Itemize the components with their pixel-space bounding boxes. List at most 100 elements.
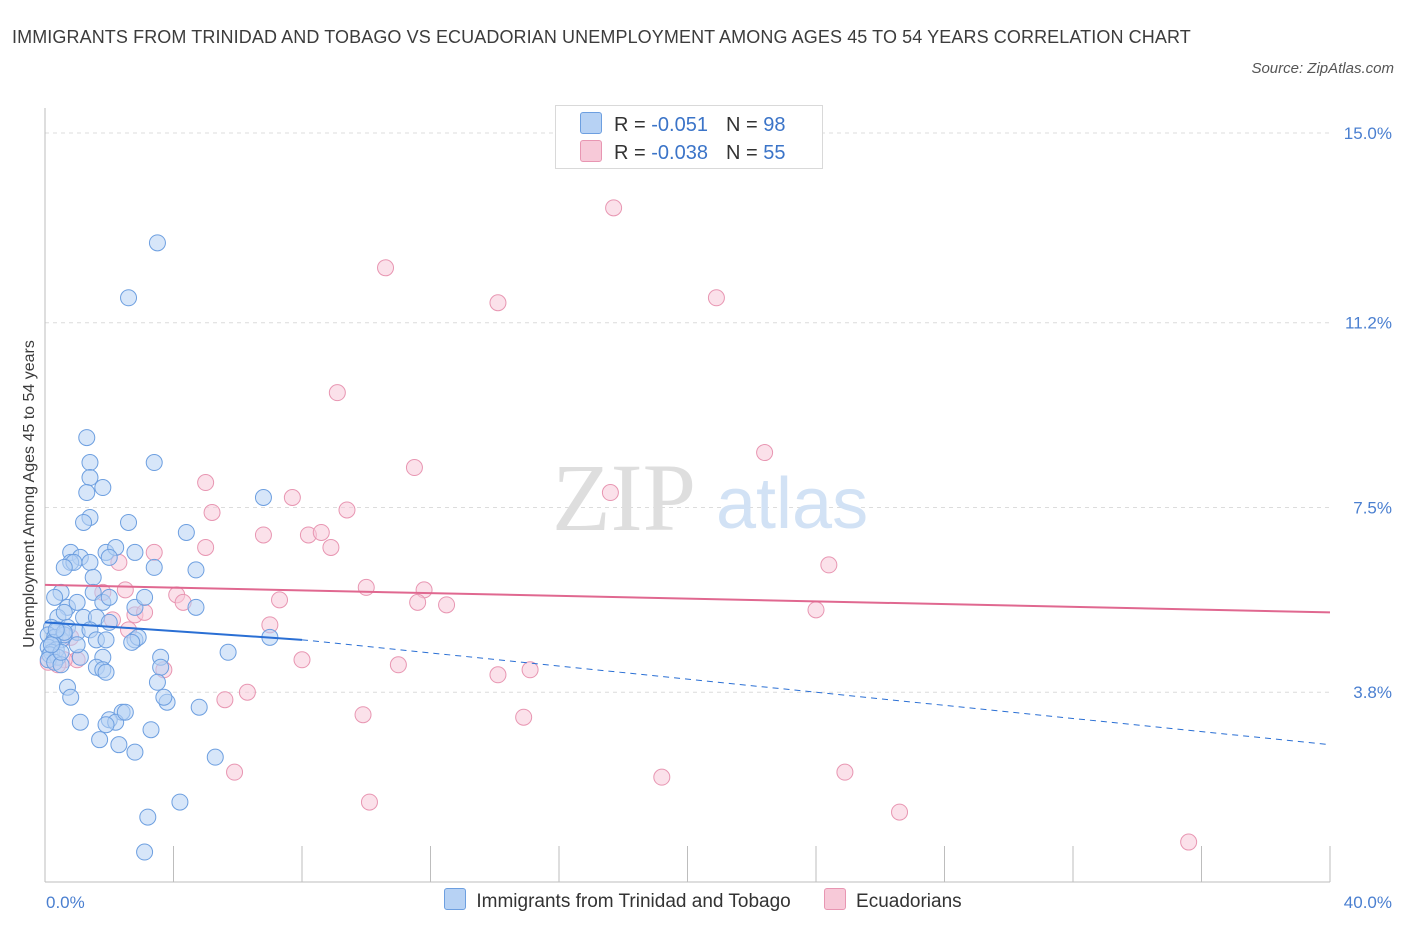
ecuadorian-point (354, 706, 372, 724)
legend-swatch-blue (444, 888, 467, 910)
axes (44, 108, 1331, 883)
trinidad-point (78, 429, 96, 447)
ecuadorian-point (116, 581, 134, 599)
trinidad-point (142, 721, 160, 739)
legend-item-trinidad: Immigrants from Trinidad and Tobago (444, 888, 791, 913)
y-tick-label: 11.2% (1345, 314, 1392, 333)
trinidad-point (46, 588, 64, 606)
ecuadorian-point (360, 793, 378, 811)
trend-lines (44, 583, 1331, 746)
r-label: R = (614, 142, 646, 164)
ecuadorian-point (226, 763, 244, 781)
ecuadorian-point (145, 543, 163, 561)
n-value: 55 (763, 142, 786, 164)
n-value: 98 (763, 114, 786, 136)
ecuadorian-point (216, 691, 234, 709)
ecuadorian-point (605, 199, 623, 217)
trinidad-point (219, 643, 237, 661)
ecuadorian-point (653, 768, 671, 786)
watermark-atlas: atlas (716, 464, 868, 544)
trinidad-point (206, 748, 224, 766)
ecuadorian-point (489, 666, 507, 684)
trinidad-point (148, 673, 166, 691)
trinidad-point (97, 663, 115, 681)
y-tick-label: 3.8% (1353, 683, 1392, 702)
trinidad-point (187, 598, 205, 616)
ecuadorian-point (197, 474, 215, 492)
trinidad-point (126, 743, 144, 761)
x-tick-label: 40.0% (1344, 893, 1392, 912)
trinidad-point (62, 688, 80, 706)
ecuadorian-point (515, 708, 533, 726)
ecuadorian-point (254, 526, 272, 544)
y-tick-label: 7.5% (1353, 498, 1392, 517)
source-label: Source: ZipAtlas.com (1251, 60, 1394, 77)
series-legend: Immigrants from Trinidad and Tobago Ecua… (0, 888, 1406, 913)
ecuadorian-point (836, 763, 854, 781)
chart-title: IMMIGRANTS FROM TRINIDAD AND TOBAGO VS E… (12, 27, 1191, 47)
trinidad-point (84, 568, 102, 586)
y-tick-labels: 15.0% 11.2% 7.5% 3.8% (1344, 124, 1392, 702)
ecuadorian-point (891, 803, 909, 821)
y-axis-label: Unemployment Among Ages 45 to 54 years (21, 340, 38, 648)
legend-label: Ecuadorians (856, 891, 962, 912)
trinidad-point (55, 603, 73, 621)
legend-label: Immigrants from Trinidad and Tobago (476, 891, 791, 912)
trinidad-point (155, 688, 173, 706)
ecuadorian-point (820, 556, 838, 574)
trinidad-point (136, 843, 154, 861)
ecuadorian-point (238, 683, 256, 701)
ecuadorian-point (1180, 833, 1198, 851)
ecuadorian-point (601, 484, 619, 502)
trinidad-point (171, 793, 189, 811)
trinidad-point (145, 558, 163, 576)
ecuadorian-point (328, 384, 346, 402)
trinidad-point (100, 588, 118, 606)
trinidad-point (139, 808, 157, 826)
ecuadorian-point (405, 459, 423, 477)
y-tick-label: 15.0% (1344, 124, 1392, 143)
ecuadorians-trend-line (44, 583, 1331, 614)
n-label: N = (725, 114, 758, 136)
ecuadorian-point (377, 259, 395, 277)
trinidad-point (94, 479, 112, 497)
trinidad-point (68, 593, 86, 611)
trinidad-point (120, 289, 138, 307)
n-label: N = (725, 142, 758, 164)
trinidad-point (100, 548, 118, 566)
trinidad-point (81, 454, 99, 472)
trinidad-point (55, 558, 73, 576)
legend-row-ecuadorians: R = -0.038 N = 55 (580, 140, 785, 166)
r-value: -0.051 (651, 114, 708, 136)
trinidad-point (148, 234, 166, 252)
trinidad-point (75, 513, 93, 531)
trinidad-point (254, 489, 272, 507)
trinidad-point (110, 736, 128, 754)
ecuadorian-point (312, 523, 330, 541)
trinidad-point (123, 633, 141, 651)
trinidad-points (39, 234, 279, 861)
ecuadorian-point (521, 661, 539, 679)
ecuadorian-point (756, 444, 774, 462)
watermark-zip: ZIP (552, 444, 696, 551)
trinidad-point (136, 588, 154, 606)
ecuadorian-point (489, 294, 507, 312)
trinidad-point (120, 513, 138, 531)
ecuadorian-point (271, 591, 289, 609)
trinidad-point (116, 703, 134, 721)
r-value: -0.038 (651, 142, 708, 164)
ecuadorian-point (293, 651, 311, 669)
legend-swatch-blue (580, 112, 602, 134)
trinidad-point (152, 658, 170, 676)
ecuadorian-point (322, 538, 340, 556)
legend-swatch-pink (824, 888, 847, 910)
ecuadorian-point (707, 289, 725, 307)
trinidad-point (126, 543, 144, 561)
x-tick-labels: 0.0% 40.0% (46, 893, 1392, 912)
trinidad-point (190, 698, 208, 716)
x-tick-label: 0.0% (46, 893, 85, 912)
ecuadorian-point (438, 596, 456, 614)
trinidad-trend-line (44, 621, 303, 641)
ecuadorian-point (389, 656, 407, 674)
